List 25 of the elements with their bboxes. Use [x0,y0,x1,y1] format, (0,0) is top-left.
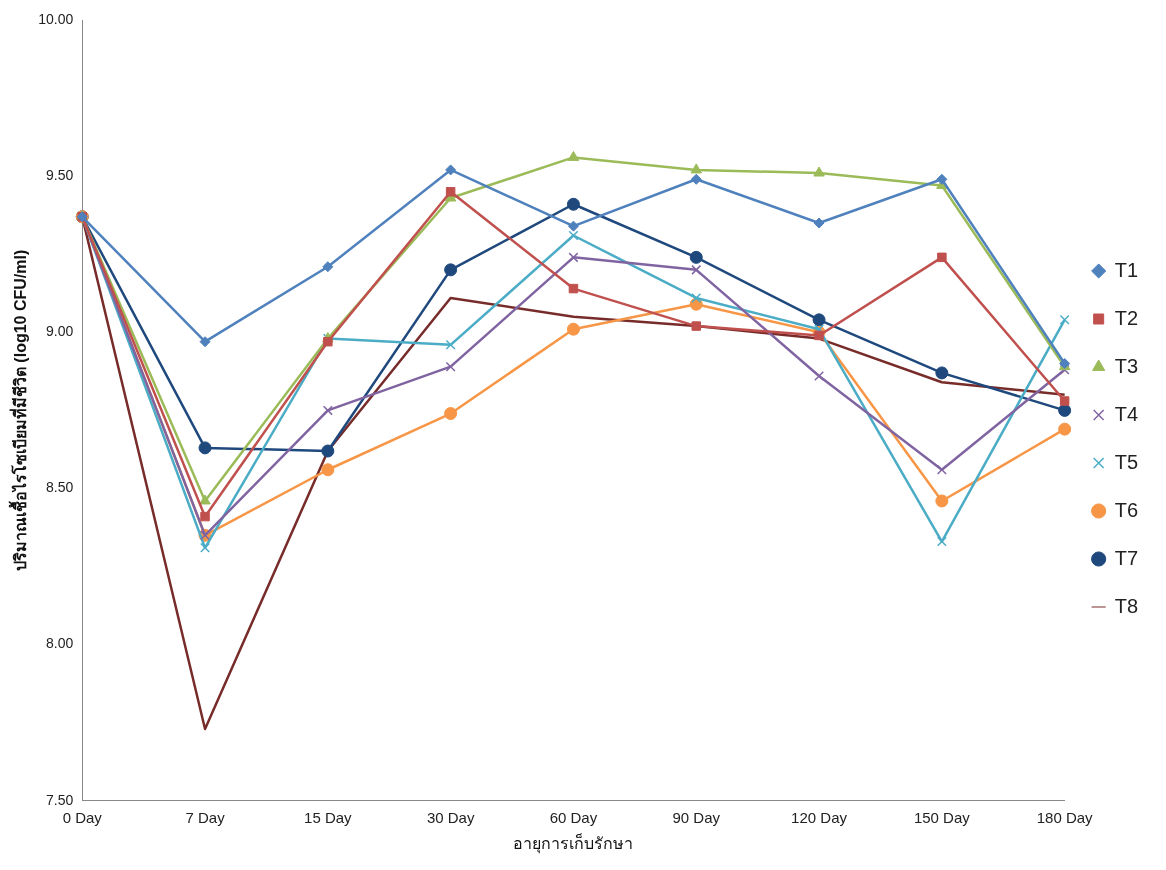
y-tick-label: 7.50 [45,791,74,808]
y-tick-label: 9.50 [45,167,74,184]
legend-label: T7 [1114,546,1138,569]
legend-label: T1 [1114,258,1138,281]
y-tick-label: 10.00 [38,10,74,27]
y-axis-title: ปริมาณเชื้อไรโซเบียมที่มีชีวิต (log10 CFU/ml) [8,249,30,572]
x-tick-label: 90 Day [672,808,721,826]
legend-label: T2 [1114,306,1138,329]
x-tick-label: 60 Day [549,808,598,826]
x-tick-label: 150 Day [913,808,971,826]
legend-label: T8 [1114,594,1138,617]
legend-label: T4 [1114,402,1138,425]
x-tick-label: 30 Day [426,808,475,826]
y-tick-label: 8.00 [45,635,74,652]
x-axis-title: อายุการเก็บรักษา [513,832,634,854]
x-tick-label: 120 Day [791,808,848,826]
y-tick-label: 9.00 [45,323,74,340]
x-tick-label: 7 Day [185,808,226,826]
x-tick-label: 15 Day [304,808,353,826]
x-tick-label: 0 Day [62,808,103,826]
legend-label: T3 [1114,354,1138,377]
legend-label: T5 [1114,450,1138,473]
y-tick-label: 8.50 [45,479,74,496]
legend-label: T6 [1114,498,1138,521]
x-tick-label: 180 Day [1036,808,1094,826]
